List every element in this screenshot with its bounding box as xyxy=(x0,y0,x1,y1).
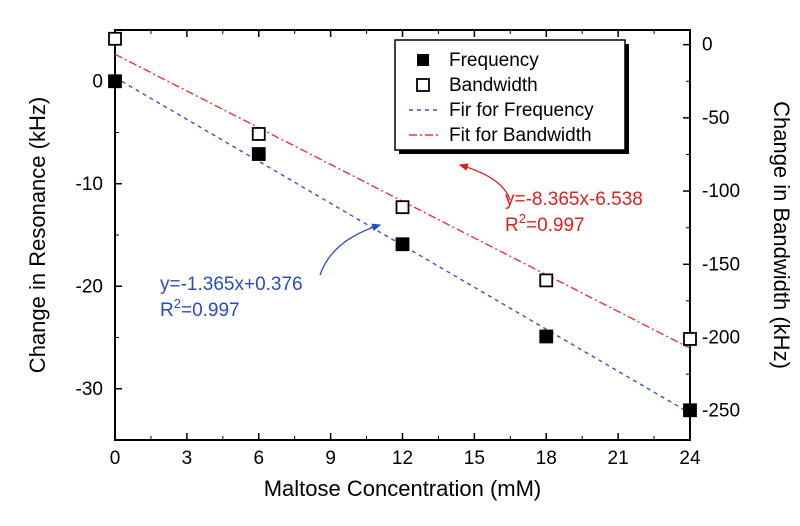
data-point xyxy=(397,238,409,250)
y-left-tick-label: -10 xyxy=(76,174,103,195)
chart-container: 03691215182124-30-20-100-250-200-150-100… xyxy=(0,0,800,526)
y-left-tick-label: 0 xyxy=(92,71,103,92)
x-tick-label: 24 xyxy=(679,448,701,469)
x-tick-label: 12 xyxy=(392,448,413,469)
y-right-tick-label: -200 xyxy=(702,328,740,349)
data-point xyxy=(540,330,552,342)
y-right-axis-label: Change in Bandwidth (kHz) xyxy=(769,101,794,369)
y-right-tick-label: 0 xyxy=(702,35,713,56)
y-right-tick-label: -50 xyxy=(702,108,729,129)
x-tick-label: 0 xyxy=(110,448,121,469)
fit-equation: y=-1.365x+0.376 xyxy=(160,274,303,295)
data-point xyxy=(397,201,409,213)
legend-label: Fit for Bandwidth xyxy=(449,125,592,146)
x-tick-label: 9 xyxy=(325,448,336,469)
annotation-arrow xyxy=(320,225,380,275)
data-point xyxy=(253,128,265,140)
data-point xyxy=(684,333,696,345)
fit-r2: R2=0.997 xyxy=(160,296,240,321)
y-right-tick-label: -100 xyxy=(702,181,740,202)
y-right-tick-label: -150 xyxy=(702,254,740,275)
x-tick-label: 6 xyxy=(253,448,264,469)
legend-marker-open-square xyxy=(417,79,429,91)
y-left-tick-label: -20 xyxy=(76,276,103,297)
x-tick-label: 18 xyxy=(536,448,557,469)
data-point xyxy=(253,148,265,160)
fit-r2: R2=0.997 xyxy=(505,211,585,236)
legend-label: Bandwidth xyxy=(449,75,538,96)
legend-label: Fir for Frequency xyxy=(449,100,594,121)
legend-marker-filled-square xyxy=(417,54,429,66)
data-point xyxy=(109,33,121,45)
x-tick-label: 21 xyxy=(608,448,629,469)
x-axis-label: Maltose Concentration (mM) xyxy=(264,476,542,501)
data-point xyxy=(109,75,121,87)
y-left-axis-label: Change in Resonance (kHz) xyxy=(25,97,50,373)
data-point xyxy=(540,274,552,286)
legend-label: Frequency xyxy=(449,50,539,71)
fit-equation: y=-8.365x-6.538 xyxy=(505,189,643,210)
y-left-tick-label: -30 xyxy=(76,379,103,400)
x-tick-label: 3 xyxy=(182,448,193,469)
x-tick-label: 15 xyxy=(464,448,485,469)
dual-axis-scatter-chart: 03691215182124-30-20-100-250-200-150-100… xyxy=(0,0,800,526)
y-right-tick-label: -250 xyxy=(702,401,740,422)
data-point xyxy=(684,404,696,416)
annotation-arrow xyxy=(460,165,510,200)
